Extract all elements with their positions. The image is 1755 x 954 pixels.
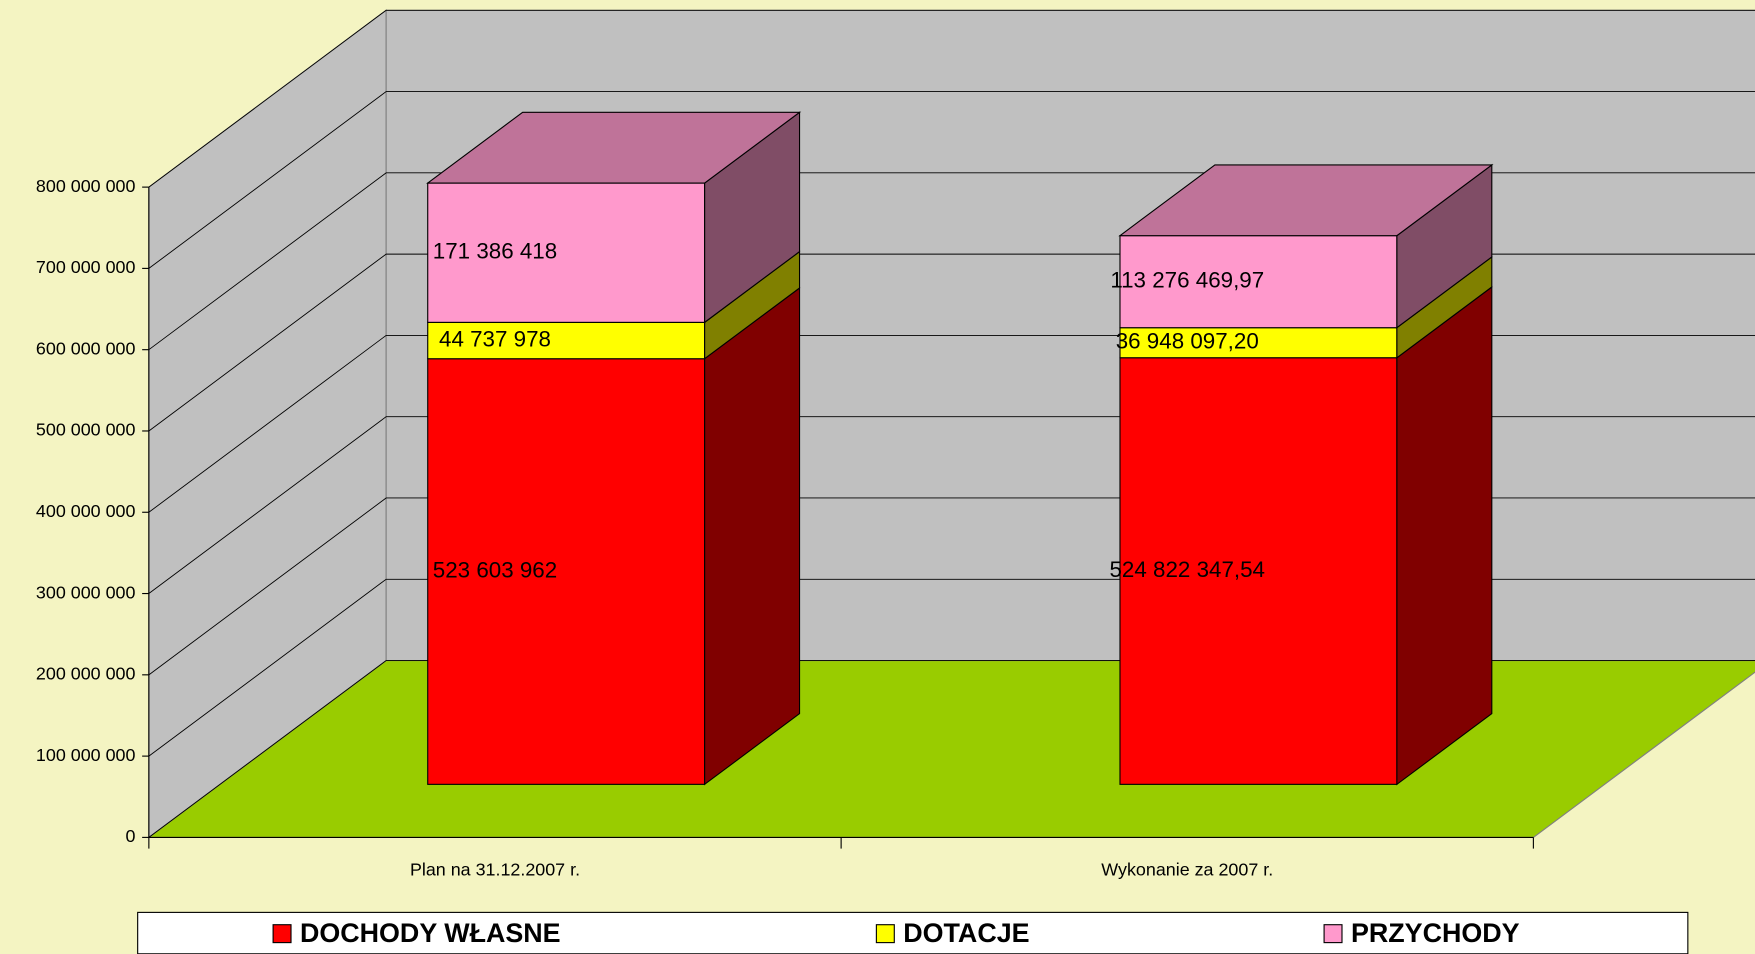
bar bbox=[1119, 235, 1398, 329]
bar-side bbox=[1396, 285, 1493, 786]
grid-line bbox=[148, 91, 1755, 269]
legend-swatch bbox=[272, 924, 292, 944]
bar bbox=[427, 358, 706, 785]
walls bbox=[147, 9, 1755, 839]
bar bbox=[1119, 357, 1398, 785]
data-label: 113 276 469,97 bbox=[1110, 268, 1264, 293]
y-tick-label: 800 000 000 bbox=[36, 176, 136, 196]
x-tick-label: Plan na 31.12.2007 r. bbox=[410, 860, 580, 880]
y-tick-label: 600 000 000 bbox=[36, 338, 136, 358]
legend-label: DOCHODY WŁASNE bbox=[300, 918, 561, 948]
x-tick-label: Wykonanie za 2007 r. bbox=[1101, 860, 1273, 880]
y-tick-label: 500 000 000 bbox=[36, 420, 136, 440]
labels: 0 100 000 000 200 000 000 300 000 000 400 00… bbox=[36, 176, 1273, 880]
data-label: 523 603 962 bbox=[433, 557, 557, 582]
data-label: 36 948 097,20 bbox=[1116, 329, 1259, 354]
y-tick-label: 100 000 000 bbox=[36, 745, 136, 765]
y-tick-label: 400 000 000 bbox=[36, 501, 136, 521]
legend: DOCHODY WŁASNE DOTACJE PRZYCHODY bbox=[272, 918, 1520, 948]
y-tick-label: 300 000 000 bbox=[36, 582, 136, 602]
bar-top bbox=[426, 111, 802, 184]
legend-label: PRZYCHODY bbox=[1351, 918, 1520, 948]
bar bbox=[1119, 327, 1398, 359]
floor bbox=[147, 659, 1755, 838]
data-label: 171 386 418 bbox=[433, 239, 557, 264]
grid-line bbox=[148, 9, 1755, 188]
legend-label: DOTACJE bbox=[903, 918, 1029, 948]
bars bbox=[426, 111, 1494, 786]
legend-swatch bbox=[875, 924, 895, 944]
y-tick-label: 0 bbox=[125, 826, 135, 846]
data-label: 524 822 347,54 bbox=[1109, 557, 1265, 582]
data-label: 44 737 978 bbox=[439, 326, 551, 351]
bar-side bbox=[704, 286, 801, 786]
y-tick-label: 700 000 000 bbox=[36, 257, 136, 277]
bar-top bbox=[1118, 164, 1494, 237]
y-tick-label: 200 000 000 bbox=[36, 664, 136, 684]
legend-swatch bbox=[1323, 924, 1343, 944]
